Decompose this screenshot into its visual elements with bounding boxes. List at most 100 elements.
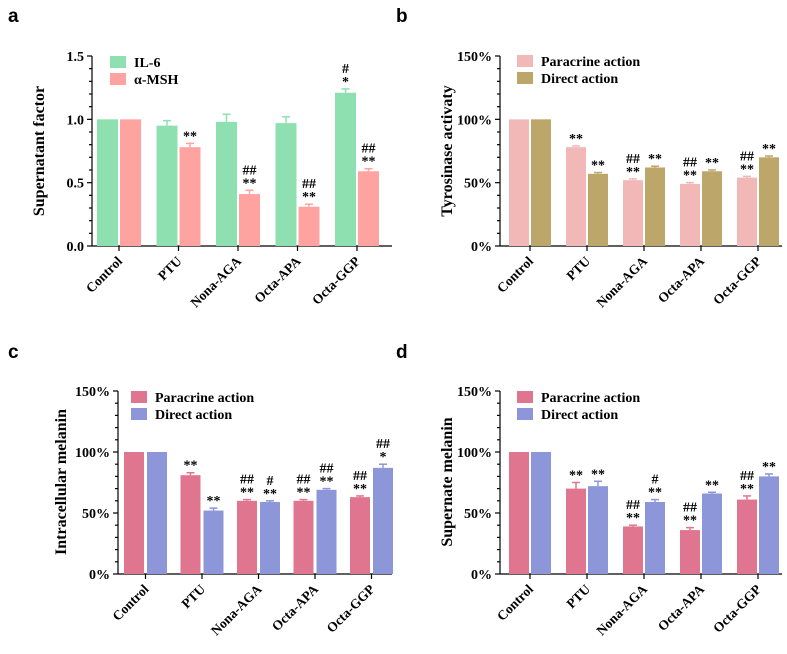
significance-mark: # bbox=[342, 62, 349, 77]
panel-b: b Tyrosinase activaty 0% 50% 100% 150% Control… bbox=[396, 6, 782, 310]
bar bbox=[239, 194, 260, 246]
significance-mark: ## bbox=[683, 501, 697, 516]
significance-mark: ** bbox=[762, 142, 776, 157]
significance-mark: ## bbox=[353, 469, 367, 484]
significance-mark: ** bbox=[626, 165, 640, 180]
bar bbox=[335, 92, 356, 246]
y-tick-label: 50% bbox=[464, 507, 492, 522]
bar bbox=[120, 119, 141, 246]
bar bbox=[680, 183, 700, 246]
significance-mark: ** bbox=[263, 487, 277, 502]
significance-mark: * bbox=[380, 450, 387, 465]
panel-c: c Intracellular melanin 0% 50% 100% 150% Contr… bbox=[8, 342, 393, 638]
bar bbox=[373, 467, 393, 574]
significance-mark: ** bbox=[569, 132, 583, 147]
y-tick-label: 0% bbox=[89, 568, 110, 583]
y-tick-label: 0% bbox=[471, 568, 492, 583]
bar bbox=[509, 452, 529, 574]
bar bbox=[180, 475, 201, 574]
legend-label: IL-6 bbox=[134, 56, 160, 71]
significance-mark: ** bbox=[240, 486, 254, 501]
y-axis-label: Intracellular melanin bbox=[53, 409, 70, 555]
panel-d: d Supernate melanin 0% 50% 100% 150% Control **… bbox=[396, 342, 782, 638]
significance-mark: ** bbox=[648, 152, 662, 167]
significance-mark: ** bbox=[243, 176, 257, 191]
bar bbox=[623, 180, 643, 246]
legend-label: Paracrine action bbox=[541, 55, 640, 70]
significance-mark: ** bbox=[207, 494, 221, 509]
y-tick-label: 150% bbox=[457, 385, 492, 400]
bar bbox=[531, 119, 551, 246]
significance-mark: ** bbox=[705, 478, 719, 493]
y-tick-label: 150% bbox=[457, 50, 492, 65]
x-tick-label: PTU bbox=[178, 581, 208, 611]
x-tick-label: Octa-GGP bbox=[710, 254, 764, 308]
significance-mark: ** bbox=[626, 511, 640, 526]
y-tick-label: 100% bbox=[457, 113, 492, 128]
x-tick-label: Octa-GGP bbox=[309, 254, 363, 308]
x-tick-label: PTU bbox=[563, 581, 593, 611]
significance-mark: ## bbox=[683, 156, 697, 171]
y-tick-label: 0% bbox=[471, 240, 492, 255]
significance-mark: ** bbox=[762, 460, 776, 475]
y-tick-label: 100% bbox=[457, 446, 492, 461]
significance-mark: # bbox=[652, 473, 659, 488]
significance-mark: ## bbox=[376, 437, 390, 452]
bar bbox=[645, 167, 665, 246]
bar bbox=[358, 171, 379, 246]
legend-swatch bbox=[517, 72, 533, 84]
bar bbox=[566, 488, 586, 574]
bar bbox=[216, 121, 237, 246]
bar bbox=[623, 526, 643, 574]
significance-mark: ** bbox=[683, 169, 697, 184]
legend-label: Paracrine action bbox=[155, 391, 254, 406]
legend-label: Direct action bbox=[155, 408, 232, 423]
significance-mark: ## bbox=[362, 142, 376, 157]
bar bbox=[97, 119, 118, 246]
bar bbox=[350, 497, 370, 574]
legend-swatch bbox=[517, 408, 533, 420]
significance-mark: ** bbox=[591, 159, 605, 174]
x-tick-label: Control bbox=[83, 253, 125, 295]
x-tick-label: Nona-AGA bbox=[593, 253, 650, 310]
legend-label: α-MSH bbox=[134, 73, 178, 88]
significance-mark: ** bbox=[648, 486, 662, 501]
legend-swatch bbox=[517, 391, 533, 403]
significance-mark: ## bbox=[740, 149, 754, 164]
x-tick-label: Octa-GGP bbox=[324, 582, 378, 636]
legend-label: Paracrine action bbox=[541, 391, 640, 406]
bar bbox=[680, 530, 700, 574]
y-tick-label: 0.5 bbox=[67, 177, 85, 192]
bar bbox=[509, 119, 529, 246]
significance-mark: ## bbox=[626, 152, 640, 167]
bar bbox=[147, 452, 167, 574]
significance-mark: ** bbox=[302, 190, 316, 205]
y-tick-label: 100% bbox=[75, 446, 110, 461]
bar bbox=[759, 476, 779, 574]
significance-mark: ** bbox=[591, 467, 605, 482]
x-tick-label: Octa-APA bbox=[269, 581, 321, 633]
bar bbox=[237, 500, 257, 574]
significance-mark: ** bbox=[705, 156, 719, 171]
bar bbox=[124, 452, 144, 574]
x-tick-label: Nona-AGA bbox=[187, 253, 244, 310]
y-axis-label: Supernate melanin bbox=[439, 417, 456, 546]
significance-mark: ## bbox=[320, 462, 334, 477]
y-tick-label: 150% bbox=[75, 385, 110, 400]
bar bbox=[298, 206, 320, 246]
panel-letter: b bbox=[396, 6, 408, 27]
x-tick-label: Octa-APA bbox=[655, 581, 707, 633]
x-tick-label: Octa-GGP bbox=[710, 582, 764, 636]
bar bbox=[759, 157, 779, 246]
legend-label: Direct action bbox=[541, 72, 618, 87]
bar bbox=[156, 125, 178, 246]
legend-swatch bbox=[131, 391, 147, 403]
significance-mark: ** bbox=[353, 482, 367, 497]
significance-mark: ** bbox=[740, 162, 754, 177]
legend-swatch bbox=[517, 55, 533, 67]
x-tick-label: Nona-AGA bbox=[208, 581, 265, 638]
x-tick-label: Octa-APA bbox=[655, 253, 707, 305]
significance-mark: # bbox=[267, 474, 274, 489]
panel-letter: d bbox=[396, 342, 408, 363]
significance-mark: ## bbox=[243, 163, 257, 178]
